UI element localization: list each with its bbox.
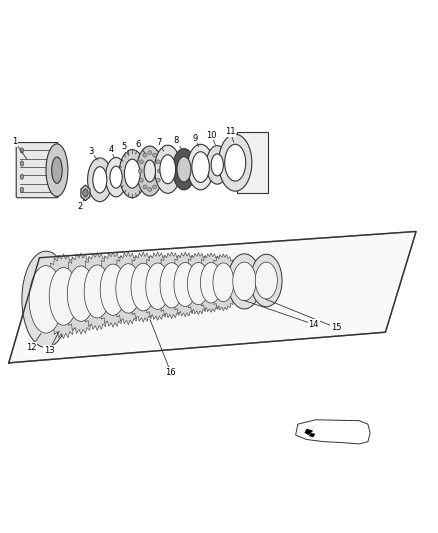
Ellipse shape	[152, 185, 157, 189]
Text: 7: 7	[156, 138, 161, 147]
Ellipse shape	[106, 157, 127, 197]
Ellipse shape	[124, 159, 140, 188]
Ellipse shape	[213, 263, 234, 302]
Ellipse shape	[20, 161, 24, 166]
Text: 14: 14	[308, 320, 319, 329]
Ellipse shape	[22, 251, 70, 348]
Text: 6: 6	[136, 140, 141, 149]
Ellipse shape	[187, 262, 209, 305]
Ellipse shape	[160, 155, 176, 184]
Ellipse shape	[49, 268, 78, 325]
Text: 4: 4	[108, 144, 113, 154]
Ellipse shape	[131, 263, 155, 311]
Text: 9: 9	[192, 134, 198, 143]
Polygon shape	[94, 252, 132, 327]
Text: 10: 10	[206, 131, 217, 140]
Text: 5: 5	[121, 142, 127, 151]
Ellipse shape	[138, 169, 142, 173]
Ellipse shape	[143, 153, 147, 157]
Polygon shape	[304, 429, 313, 435]
Ellipse shape	[20, 187, 24, 192]
Text: 12: 12	[26, 343, 37, 352]
Polygon shape	[9, 231, 416, 363]
Ellipse shape	[156, 160, 160, 164]
Polygon shape	[78, 253, 117, 330]
Text: 3: 3	[88, 147, 94, 156]
Ellipse shape	[156, 178, 160, 182]
Ellipse shape	[219, 134, 252, 191]
Ellipse shape	[52, 157, 62, 183]
Ellipse shape	[187, 144, 214, 190]
Ellipse shape	[83, 189, 88, 197]
Polygon shape	[125, 252, 161, 322]
Ellipse shape	[173, 149, 195, 190]
Ellipse shape	[251, 254, 282, 307]
Polygon shape	[81, 185, 90, 201]
Ellipse shape	[158, 169, 162, 173]
Ellipse shape	[84, 265, 110, 318]
Polygon shape	[309, 433, 315, 437]
Ellipse shape	[119, 150, 145, 198]
Polygon shape	[42, 254, 85, 339]
Ellipse shape	[100, 264, 126, 316]
Ellipse shape	[233, 262, 256, 301]
Bar	[237, 132, 268, 193]
Ellipse shape	[139, 160, 143, 164]
Text: 1: 1	[12, 137, 17, 146]
Ellipse shape	[110, 166, 122, 188]
Ellipse shape	[255, 262, 277, 299]
Ellipse shape	[206, 146, 228, 184]
Ellipse shape	[116, 264, 141, 313]
Ellipse shape	[155, 145, 181, 193]
Polygon shape	[140, 252, 175, 320]
Ellipse shape	[67, 266, 95, 321]
Ellipse shape	[174, 262, 197, 306]
Ellipse shape	[46, 144, 68, 197]
Text: 2: 2	[77, 202, 82, 211]
Ellipse shape	[160, 263, 184, 308]
Ellipse shape	[152, 153, 157, 157]
Text: 11: 11	[225, 127, 235, 136]
Polygon shape	[169, 252, 202, 317]
Ellipse shape	[93, 167, 107, 193]
Ellipse shape	[228, 254, 261, 309]
Ellipse shape	[88, 158, 112, 201]
Text: 8: 8	[174, 136, 179, 146]
Text: 13: 13	[44, 346, 54, 355]
Polygon shape	[208, 254, 239, 311]
Ellipse shape	[20, 174, 24, 179]
FancyBboxPatch shape	[16, 142, 58, 198]
Polygon shape	[182, 253, 215, 314]
Polygon shape	[110, 252, 147, 325]
Ellipse shape	[177, 157, 191, 182]
Ellipse shape	[148, 188, 152, 191]
Ellipse shape	[201, 262, 222, 303]
Text: 16: 16	[166, 368, 176, 377]
Ellipse shape	[139, 178, 143, 182]
Ellipse shape	[146, 263, 170, 310]
Ellipse shape	[137, 146, 163, 196]
Ellipse shape	[143, 185, 147, 189]
Ellipse shape	[192, 152, 209, 182]
Polygon shape	[155, 252, 189, 319]
Ellipse shape	[211, 154, 223, 176]
Ellipse shape	[225, 144, 246, 181]
Ellipse shape	[148, 151, 152, 155]
Polygon shape	[296, 420, 370, 444]
Polygon shape	[195, 253, 227, 312]
Text: 15: 15	[331, 324, 342, 332]
Ellipse shape	[29, 265, 63, 333]
Polygon shape	[61, 253, 101, 334]
Ellipse shape	[20, 148, 24, 153]
Ellipse shape	[144, 160, 155, 182]
